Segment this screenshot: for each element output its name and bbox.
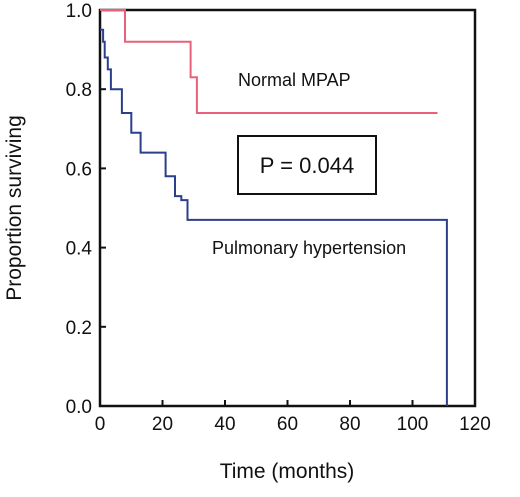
y-tick-label-2: 0.4 (66, 239, 93, 260)
series-line-normal-mpap (100, 9, 438, 114)
y-tick-label-5: 1.0 (66, 1, 92, 22)
p-value-text: P = 0.044 (260, 153, 354, 178)
y-tick-label-3: 0.6 (66, 159, 92, 180)
x-tick-label-0: 0 (95, 414, 106, 435)
series-lines (100, 9, 448, 406)
x-tick-label-4: 80 (339, 414, 360, 435)
x-axis-title: Time (months) (220, 460, 355, 483)
x-tick-labels: 0 20 40 60 80 100 120 (95, 414, 491, 435)
x-tick-label-3: 60 (277, 414, 298, 435)
x-tick-label-1: 20 (152, 414, 173, 435)
normal-mpap-label: Normal MPAP (238, 70, 351, 90)
y-tick-label-4: 0.8 (66, 80, 92, 101)
y-tick-labels: 0.0 0.2 0.4 0.6 0.8 1.0 (66, 1, 93, 418)
y-axis-title: Proportion surviving (3, 115, 26, 301)
pulmonary-hypertension-label: Pulmonary hypertension (212, 238, 406, 258)
x-tick-label-6: 120 (459, 414, 491, 435)
p-value-box (237, 135, 377, 195)
x-tick-label-5: 100 (397, 414, 429, 435)
y-tick-label-0: 0.0 (66, 397, 92, 418)
x-tick-label-2: 40 (214, 414, 235, 435)
y-tick-label-1: 0.2 (66, 318, 92, 339)
series-line-pulmonary-hypertension (100, 28, 448, 406)
